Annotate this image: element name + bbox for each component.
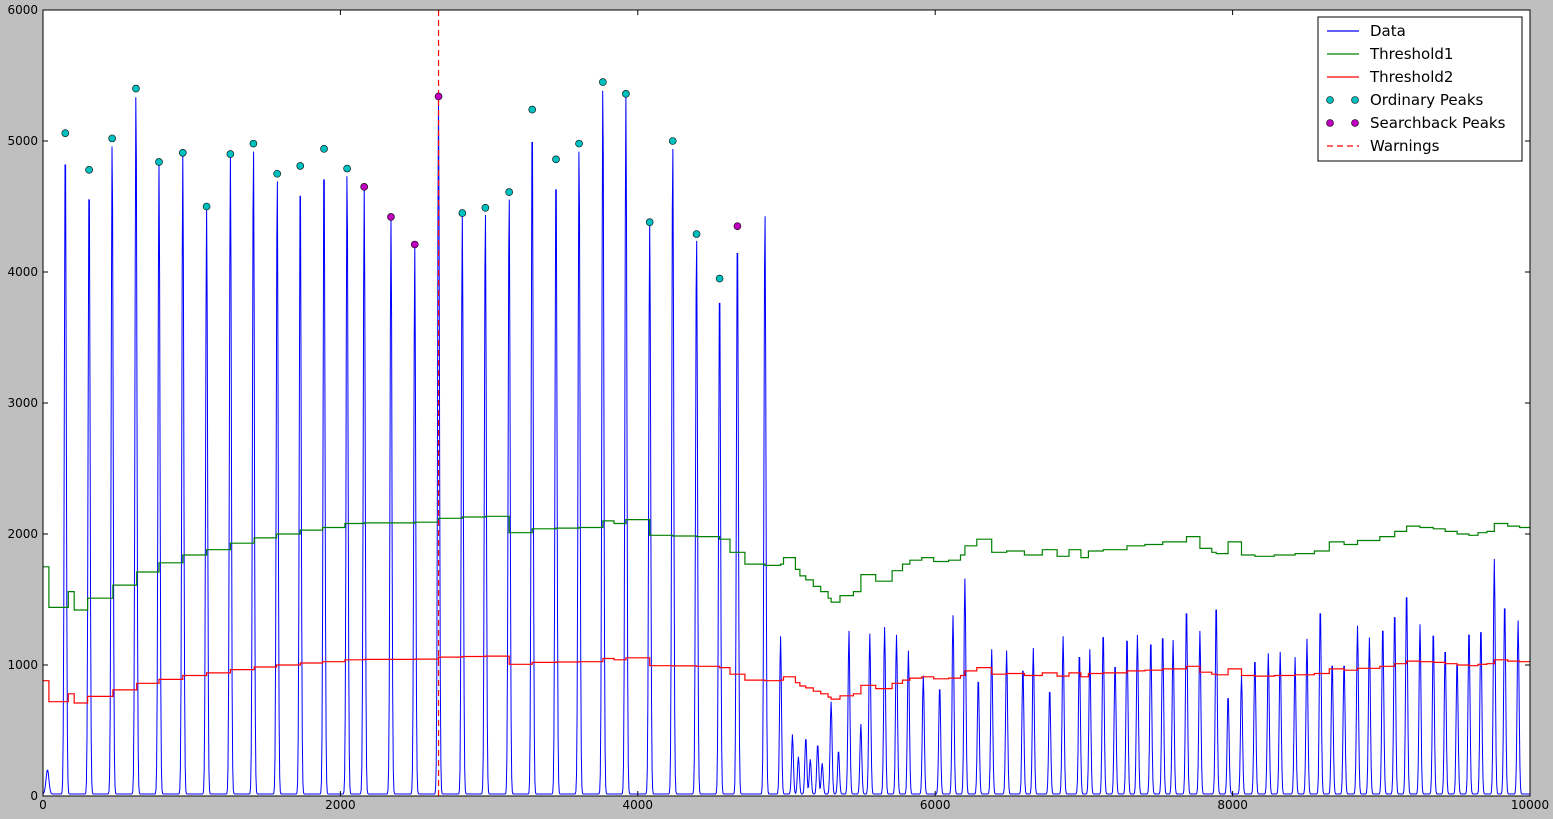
ordinary-peak-marker bbox=[622, 90, 630, 98]
ordinary-peak-marker bbox=[528, 105, 537, 114]
legend-label: Data bbox=[1370, 22, 1406, 40]
y-tick-label: 6000 bbox=[7, 3, 38, 17]
x-tick-label: 6000 bbox=[920, 798, 951, 812]
ordinary-peak-marker bbox=[85, 166, 93, 174]
data-line bbox=[43, 90, 1530, 795]
legend-label: Threshold1 bbox=[1369, 45, 1453, 63]
ordinary-peak-marker bbox=[458, 209, 467, 217]
legend-swatch bbox=[1326, 96, 1334, 104]
ordinary-peak-marker bbox=[296, 162, 305, 170]
legend-item: Searchback Peaks bbox=[1326, 114, 1506, 132]
ordinary-peak-marker bbox=[61, 129, 70, 137]
plot-layer bbox=[43, 10, 1530, 796]
ordinary-peak-marker bbox=[249, 139, 258, 148]
y-tick-label: 2000 bbox=[7, 527, 38, 541]
ordinary-peak-marker bbox=[715, 274, 724, 283]
searchback-peak-marker bbox=[434, 92, 443, 101]
y-tick-label: 0 bbox=[30, 789, 38, 803]
y-tick-label: 4000 bbox=[7, 265, 38, 279]
ordinary-peak-marker bbox=[343, 164, 351, 173]
ordinary-peak-marker bbox=[273, 169, 282, 178]
legend-item: Threshold2 bbox=[1327, 68, 1453, 86]
ordinary-peak-marker bbox=[155, 158, 163, 166]
legend-swatch bbox=[1351, 119, 1359, 127]
ordinary-peak-marker bbox=[692, 230, 701, 238]
y-tick-label: 1000 bbox=[7, 658, 38, 672]
legend-label: Warnings bbox=[1370, 137, 1440, 155]
legend-box bbox=[1317, 16, 1523, 162]
plot-area bbox=[43, 10, 1530, 796]
legend-label: Threshold2 bbox=[1369, 68, 1453, 86]
ordinary-peak-marker bbox=[599, 78, 607, 86]
searchback-peak-marker bbox=[387, 213, 395, 221]
legend-label: Searchback Peaks bbox=[1370, 114, 1506, 132]
legend-item: Data bbox=[1327, 22, 1406, 40]
ordinary-peak-marker bbox=[108, 134, 116, 143]
legend: Data Threshold1 Threshold2 Ordinary Peaks Se… bbox=[1317, 16, 1523, 162]
ordinary-peak-marker bbox=[668, 137, 677, 145]
threshold2-line bbox=[43, 655, 1530, 704]
legend-swatch bbox=[1326, 119, 1334, 127]
ordinary-peak-marker bbox=[505, 188, 513, 196]
ordinary-peak-marker bbox=[575, 139, 583, 148]
x-tick-label: 0 bbox=[39, 798, 47, 812]
legend-item: Warnings bbox=[1327, 137, 1440, 155]
ordinary-peak-marker bbox=[320, 145, 328, 153]
searchback-peak-marker bbox=[410, 240, 419, 249]
x-tick-label: 8000 bbox=[1217, 798, 1248, 812]
legend-swatch bbox=[1351, 96, 1359, 104]
searchback-peak-marker bbox=[733, 222, 742, 230]
ordinary-peak-marker bbox=[645, 218, 654, 227]
searchback-peak-marker bbox=[360, 183, 368, 191]
ordinary-peak-marker bbox=[202, 202, 211, 211]
x-tick-label: 2000 bbox=[325, 798, 356, 812]
ordinary-peak-marker bbox=[178, 148, 187, 157]
ordinary-peak-marker bbox=[552, 155, 560, 164]
threshold1-line bbox=[43, 515, 1530, 611]
ordinary-peak-marker bbox=[132, 84, 140, 93]
ordinary-peak-marker bbox=[481, 204, 490, 212]
y-tick-label: 5000 bbox=[7, 134, 38, 148]
legend-item: Threshold1 bbox=[1327, 45, 1453, 63]
x-tick-label: 10000 bbox=[1511, 798, 1549, 812]
ordinary-peak-marker bbox=[226, 150, 235, 158]
y-tick-label: 3000 bbox=[7, 396, 38, 410]
x-tick-label: 4000 bbox=[623, 798, 654, 812]
legend-label: Ordinary Peaks bbox=[1370, 91, 1484, 109]
legend-item: Ordinary Peaks bbox=[1326, 91, 1484, 109]
